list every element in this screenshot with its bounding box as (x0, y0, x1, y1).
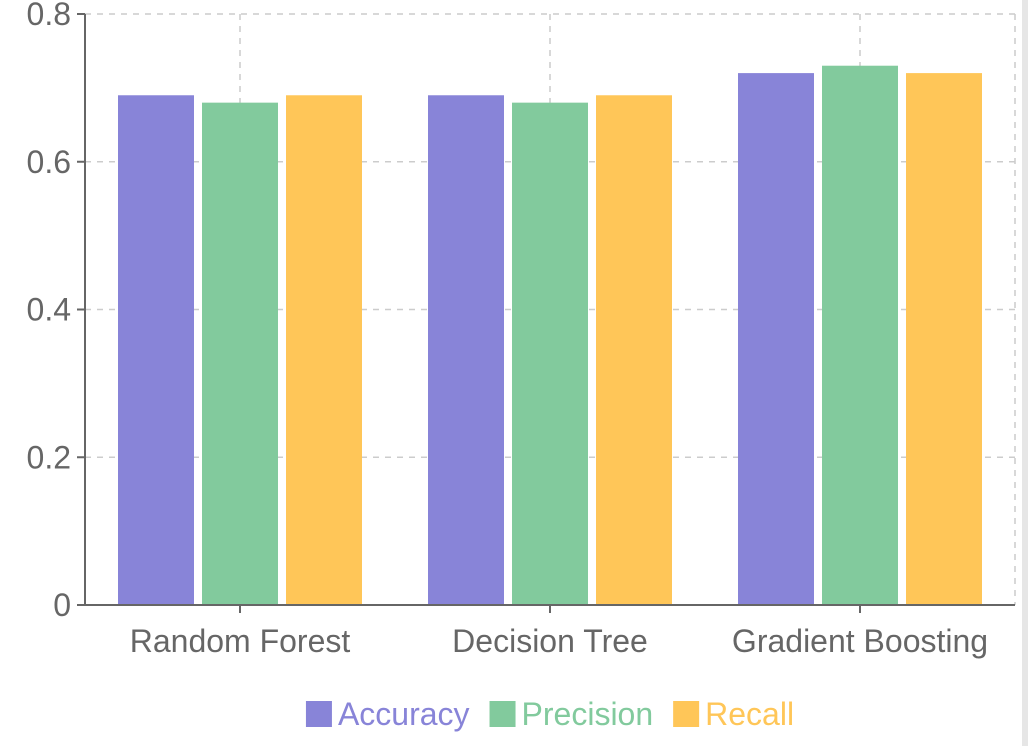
bar-recall-decision-tree[interactable] (596, 95, 672, 605)
bar-recall-random-forest[interactable] (286, 95, 362, 605)
legend-label: Recall (705, 696, 794, 732)
x-tick-label: Decision Tree (452, 623, 648, 659)
legend-item-precision[interactable]: Precision (489, 696, 654, 732)
legend-swatch (673, 701, 700, 727)
legend: Accuracy Precision Recall (305, 696, 794, 732)
legend-label: Accuracy (338, 696, 470, 732)
x-tick-label: Random Forest (130, 623, 351, 659)
y-tick-label: 0 (53, 587, 71, 623)
bar-precision-random-forest[interactable] (202, 102, 278, 606)
legend-item-accuracy[interactable]: Accuracy (305, 696, 470, 732)
bar-accuracy-decision-tree[interactable] (428, 95, 504, 605)
window-edge (1022, 0, 1028, 746)
legend-label: Precision (522, 696, 654, 732)
bar-precision-decision-tree[interactable] (512, 102, 588, 606)
bar-accuracy-random-forest[interactable] (118, 95, 194, 605)
y-tick-label: 0.4 (27, 292, 71, 328)
legend-swatch (305, 701, 332, 727)
bar-precision-gradient-boosting[interactable] (822, 65, 898, 605)
legend-swatch (489, 701, 516, 727)
y-tick-label: 0.6 (27, 144, 71, 180)
x-tick-label: Gradient Boosting (732, 623, 988, 659)
bar-recall-gradient-boosting[interactable] (906, 73, 982, 606)
y-axis-ticks: 0 0.2 0.4 0.6 0.8 (27, 0, 85, 623)
y-tick-label: 0.2 (27, 439, 71, 475)
y-tick-label: 0.8 (27, 0, 71, 32)
bar-accuracy-gradient-boosting[interactable] (738, 73, 814, 606)
x-axis-ticks: Random Forest Decision Tree Gradient Boost… (130, 605, 988, 659)
bars (118, 65, 982, 606)
legend-item-recall[interactable]: Recall (673, 696, 794, 732)
